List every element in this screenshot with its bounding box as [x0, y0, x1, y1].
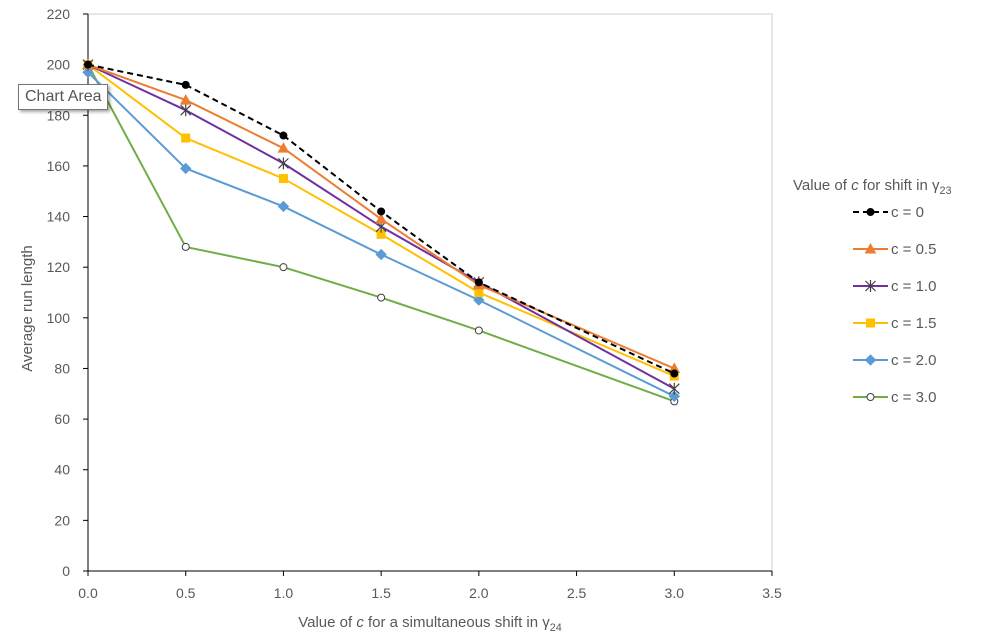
- y-tick-label: 20: [54, 512, 70, 528]
- y-tick-label: 160: [47, 158, 71, 174]
- data-point: [82, 66, 94, 78]
- series-0: [84, 60, 679, 378]
- data-point: [180, 104, 192, 117]
- series-line: [87, 71, 675, 398]
- series-1: [82, 58, 681, 373]
- data-point: [180, 162, 192, 175]
- x-tick-label: 1.5: [371, 585, 391, 601]
- y-tick-label: 60: [54, 411, 70, 427]
- plot-border: [87, 13, 773, 572]
- series-4: [82, 66, 680, 403]
- series-2: [82, 58, 680, 395]
- series-line: [87, 64, 675, 403]
- y-tick-label: 120: [47, 259, 71, 275]
- y-tick-label: 100: [47, 310, 71, 326]
- x-tick-label: 3.5: [762, 585, 782, 601]
- legend-entry: c = 1.5: [853, 315, 936, 332]
- legend-label: c = 0: [891, 204, 924, 221]
- legend-marker: [865, 280, 876, 292]
- data-point: [179, 94, 192, 105]
- x-axis-title: Value of c for a simultaneous shift in γ…: [298, 614, 562, 634]
- legend-entry: c = 3.0: [853, 389, 936, 406]
- x-tick-label: 3.0: [665, 585, 685, 601]
- data-point: [181, 80, 190, 89]
- y-tick-label: 180: [47, 107, 71, 123]
- legend-entry: c = 0.5: [853, 241, 936, 258]
- y-tick-label: 200: [47, 57, 71, 73]
- data-point: [474, 326, 483, 335]
- legend-marker: [866, 318, 875, 328]
- data-point: [278, 157, 289, 170]
- legend-title: Value of c for shift in γ23: [793, 177, 951, 197]
- legend-entry: c = 1.0: [853, 278, 936, 295]
- series-line: [87, 63, 675, 377]
- data-point: [474, 288, 484, 297]
- data-point: [277, 200, 290, 213]
- series-line: [87, 63, 675, 375]
- y-axis-title: Average run length: [19, 245, 36, 371]
- data-point: [181, 133, 191, 143]
- legend-entry: c = 0: [853, 204, 924, 221]
- data-point: [181, 242, 190, 251]
- y-tick-label: 80: [54, 360, 70, 376]
- y-tick-label: 0: [62, 563, 70, 579]
- legend-label: c = 0.5: [891, 241, 936, 258]
- y-tick-label: 140: [47, 209, 71, 225]
- data-point: [279, 263, 288, 272]
- legend: Value of c for shift in γ23 c = 0 c = 0.5 c…: [793, 177, 951, 406]
- data-point: [375, 213, 387, 224]
- legend-label: c = 2.0: [891, 352, 936, 369]
- data-point: [279, 131, 288, 140]
- data-point: [473, 294, 485, 306]
- legend-label: c = 3.0: [891, 389, 936, 406]
- data-point: [377, 207, 386, 216]
- data-point: [377, 293, 386, 302]
- legend-marker: [866, 208, 875, 216]
- data-point: [84, 60, 92, 69]
- legend-marker: [866, 393, 875, 401]
- legend-label: c = 1.0: [891, 278, 936, 295]
- x-tick-label: 1.0: [274, 585, 294, 601]
- series-line: [87, 63, 675, 370]
- series-line: [87, 63, 675, 390]
- data-point: [668, 390, 680, 403]
- legend-marker: [864, 354, 877, 366]
- data-point: [668, 382, 680, 395]
- y-tick-label: 220: [47, 6, 71, 22]
- x-tick-label: 2.0: [469, 585, 489, 601]
- legend-entry: c = 2.0: [853, 352, 936, 369]
- data-point: [375, 248, 387, 261]
- data-point: [670, 369, 679, 378]
- series-group: [82, 58, 681, 406]
- legend-label: c = 1.5: [891, 315, 936, 332]
- x-tick-label: 2.5: [567, 585, 587, 601]
- chart-area-tooltip: Chart Area: [18, 84, 109, 110]
- data-point: [474, 278, 483, 287]
- axes: 0.0 0.5 1.0 1.5 2.0 2.5 3.0 3.5 0 20 40 60 80 100 120 1…: [19, 6, 782, 634]
- x-tick-label: 0.0: [78, 585, 98, 601]
- x-tick-label: 0.5: [176, 585, 196, 601]
- data-point: [278, 174, 288, 184]
- data-point: [277, 142, 290, 153]
- legend-marker: [864, 242, 877, 254]
- y-tick-label: 40: [54, 462, 70, 478]
